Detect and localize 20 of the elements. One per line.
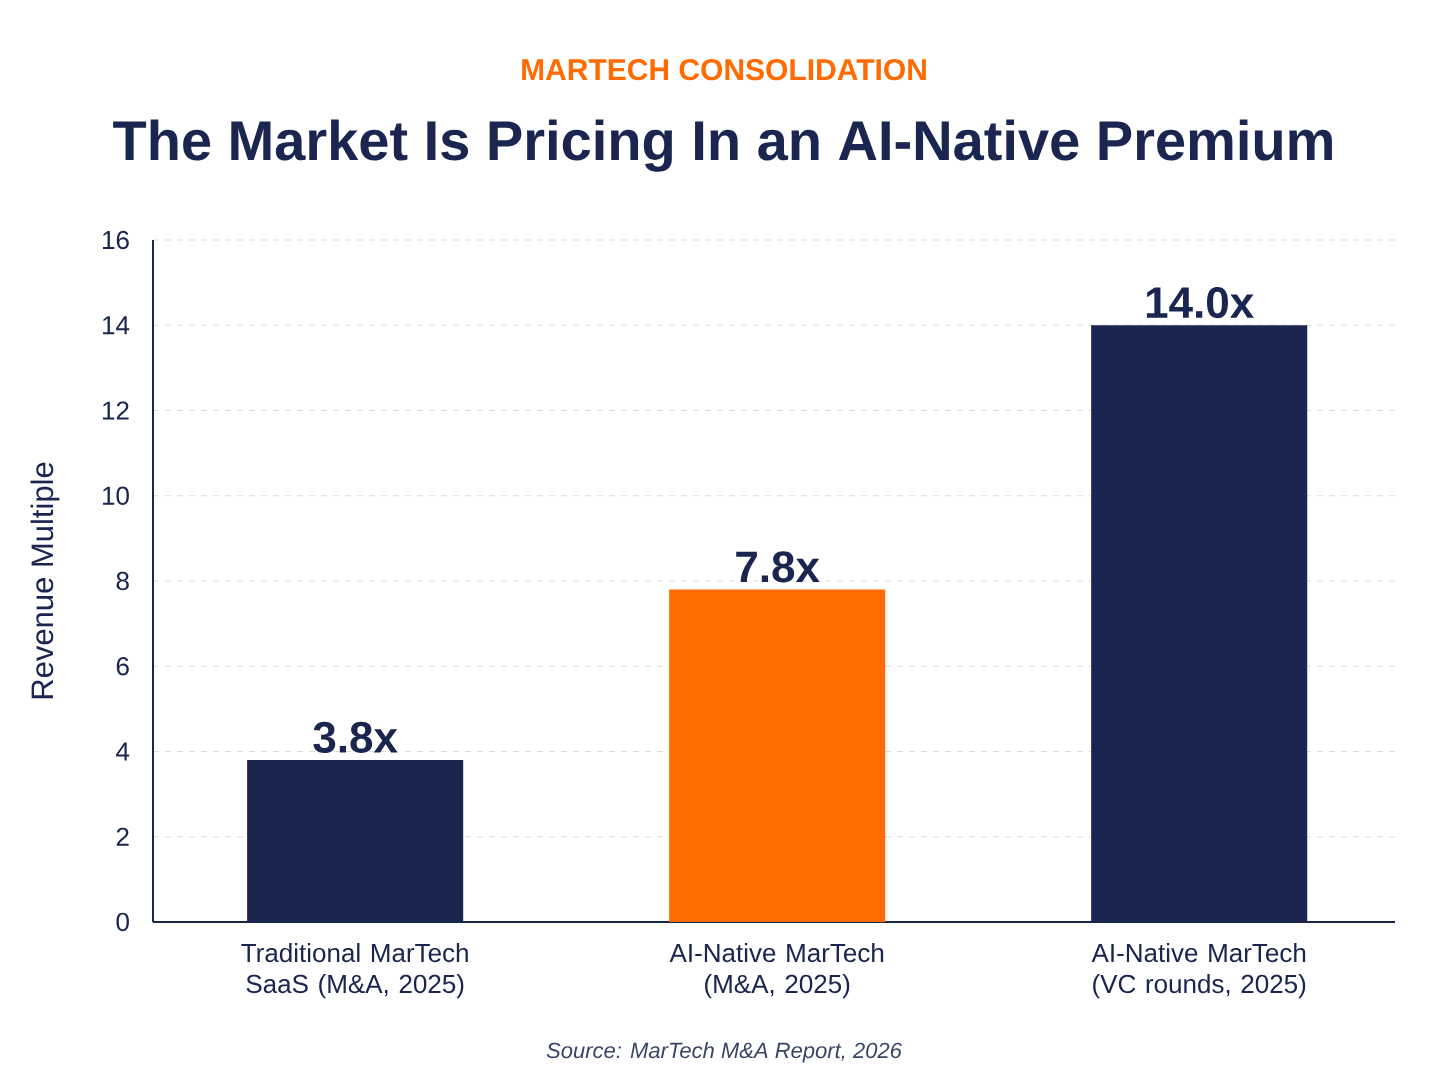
chart-subtitle: MARTECH CONSOLIDATION [522,59,926,81]
data-label: 14.0x [1146,287,1254,319]
y-tick-label: 2 [116,827,129,846]
y-tick-label: 10 [102,486,129,505]
y-tick-label: 0 [116,912,129,932]
source-note: Source: MarTech M&A Report, 2026 [546,1042,902,1063]
data-label: 7.8x [736,551,820,583]
y-tick-label: 4 [116,742,130,761]
x-tick-label: AI-Native MarTech (M&A, 2025) [669,943,884,999]
bar [669,589,886,922]
y-tick-label: 6 [116,657,129,676]
y-tick-label: 14 [102,316,130,335]
x-tick-label: AI-Native MarTech (VC rounds, 2025) [1091,943,1306,999]
x-tick-label: Traditional MarTech SaaS (M&A, 2025) [241,943,468,999]
y-tick-label: 8 [116,571,129,591]
y-tick-label: 12 [102,401,129,420]
data-label: 3.8x [313,721,398,753]
y-tick-label: 16 [102,230,129,250]
y-axis-title: Revenue Multiple [30,462,60,699]
chart-title: The Market Is Pricing In an AI-Native Premium [113,119,1332,172]
